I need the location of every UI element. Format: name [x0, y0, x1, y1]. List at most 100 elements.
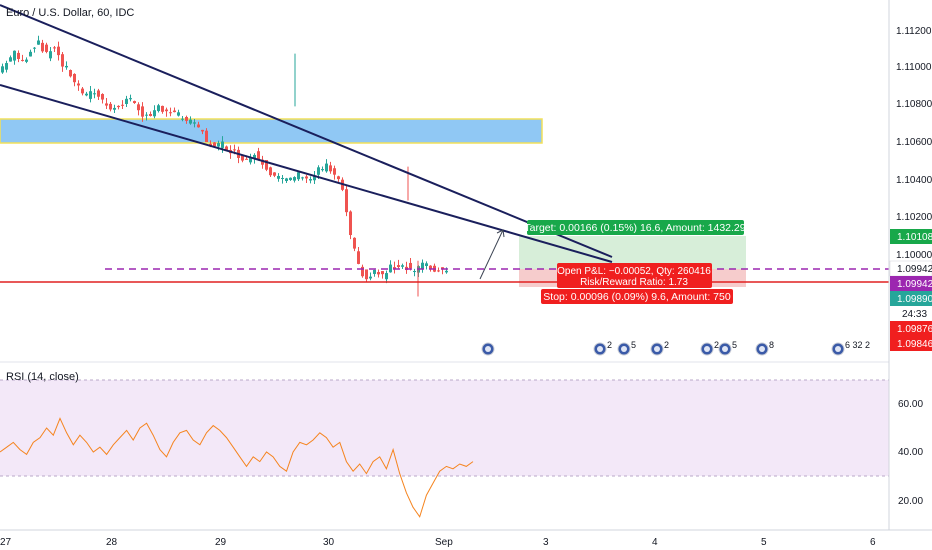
candle-body — [89, 91, 92, 99]
target-label: Target: 0.00166 (0.15%) 16.6, Amount: 14… — [524, 222, 745, 234]
candle-body — [385, 273, 388, 280]
candle-body — [353, 237, 356, 249]
badge-red-text: 1.09942 — [897, 279, 932, 290]
price-tick: 1.10200 — [896, 212, 932, 223]
event-flag-icon — [722, 346, 728, 352]
price-tick: 1.10600 — [896, 137, 932, 148]
candle-body — [285, 178, 288, 182]
event-flag-icon[interactable]: 2 — [650, 340, 669, 356]
candle-body — [197, 124, 200, 128]
time-ticks: 27 28 29 30 Sep 3 4 5 6 — [0, 537, 876, 548]
candle-body — [33, 47, 36, 49]
candle-body — [365, 269, 368, 280]
candle-body — [69, 70, 72, 77]
candle-body — [329, 165, 332, 172]
candle-body — [61, 54, 64, 67]
event-flag-icon[interactable]: 2 — [700, 340, 719, 356]
time-tick: 3 — [543, 537, 549, 548]
candle-body — [25, 59, 28, 62]
rsi-title: RSI (14, close) — [6, 371, 79, 383]
event-flag-icon — [597, 346, 603, 352]
event-flag-icon[interactable]: 5 — [718, 340, 737, 356]
badge-low-text: 1.09846 — [897, 339, 932, 350]
candle-body — [5, 63, 8, 70]
badge-countdown-text: 24:33 — [902, 309, 927, 320]
time-tick: 29 — [215, 537, 227, 548]
rsi-line — [0, 417, 474, 518]
candle-body — [349, 211, 352, 236]
stop-label: Stop: 0.00096 (0.09%) 9.6, Amount: 750 — [543, 291, 731, 303]
rsi-tick: 20.00 — [898, 496, 923, 507]
candle-body — [85, 93, 88, 96]
candle-body — [277, 175, 280, 179]
price-ticks: 1.11200 1.11000 1.10800 1.10600 1.10400 … — [896, 26, 932, 261]
time-axis[interactable] — [0, 530, 932, 550]
event-flag-icon[interactable] — [481, 342, 495, 356]
event-flag-icon — [654, 346, 660, 352]
candle-body — [153, 110, 156, 117]
target-label-box[interactable]: Target: 0.00166 (0.15%) 16.6, Amount: 14… — [524, 220, 746, 235]
resistance-zone[interactable] — [0, 118, 543, 144]
pnl-label-box[interactable]: Open P&L: −0.00052, Qty: 260416 Risk/Rew… — [557, 263, 712, 288]
candle-body — [49, 51, 52, 59]
candle-body — [425, 263, 428, 266]
price-tick: 1.10400 — [896, 175, 932, 186]
candle-body — [185, 116, 188, 121]
candle-body — [13, 50, 16, 61]
projection-arrow[interactable] — [479, 229, 504, 280]
candle-body — [325, 163, 328, 172]
event-flag-icon — [835, 346, 841, 352]
candle-body — [257, 151, 260, 160]
stop-label-box[interactable]: Stop: 0.00096 (0.09%) 9.6, Amount: 750 — [541, 289, 733, 304]
event-count: 2 — [607, 340, 612, 350]
candle-body — [445, 270, 448, 273]
candle-body — [213, 142, 216, 147]
upper-trendline[interactable] — [0, 4, 613, 258]
badge-countdown — [890, 306, 932, 320]
rsi-tick: 40.00 — [898, 447, 923, 458]
badge-current — [890, 291, 932, 306]
candle-body — [241, 155, 244, 161]
event-flag-icon[interactable]: 6 32 2 — [831, 340, 870, 356]
event-count: 8 — [769, 340, 774, 350]
candle-body — [53, 47, 56, 49]
event-flag-icon — [621, 346, 627, 352]
candle-body — [9, 57, 12, 62]
candle-body — [17, 52, 20, 59]
economic-events: 2 5 2 2 5 8 6 32 2 — [481, 340, 870, 356]
rr-label: Risk/Reward Ratio: 1.73 — [580, 277, 688, 288]
candle-body — [245, 158, 248, 160]
candle-body — [317, 167, 320, 175]
candle-body — [97, 90, 100, 97]
event-flag-icon — [485, 346, 491, 352]
candle-body — [309, 179, 312, 181]
candle-body — [301, 177, 304, 179]
event-flag-icon — [759, 346, 765, 352]
candle-body — [129, 98, 132, 100]
time-tick: 4 — [652, 537, 658, 548]
time-tick: 6 — [870, 537, 876, 548]
candle-body — [233, 149, 236, 151]
candle-body — [409, 262, 412, 269]
candle-body — [181, 118, 184, 120]
candle-body — [173, 110, 176, 113]
event-count: 2 — [664, 340, 669, 350]
candle-body — [193, 122, 196, 124]
event-flag-icon[interactable]: 2 — [593, 340, 612, 356]
rsi-band — [0, 380, 889, 476]
candle-body — [117, 105, 120, 108]
time-tick: 5 — [761, 537, 767, 548]
candle-body — [437, 270, 440, 272]
badge-red — [890, 276, 932, 291]
candle-body — [125, 98, 128, 104]
candle-body — [189, 119, 192, 124]
event-flag-icon[interactable]: 8 — [755, 340, 774, 356]
candle-body — [65, 65, 68, 68]
candle-body — [177, 112, 180, 116]
candle-body — [297, 172, 300, 180]
candle-body — [249, 157, 252, 163]
event-flag-icon[interactable]: 5 — [617, 340, 636, 356]
candle-body — [281, 177, 284, 179]
lower-trendline[interactable] — [0, 84, 613, 263]
